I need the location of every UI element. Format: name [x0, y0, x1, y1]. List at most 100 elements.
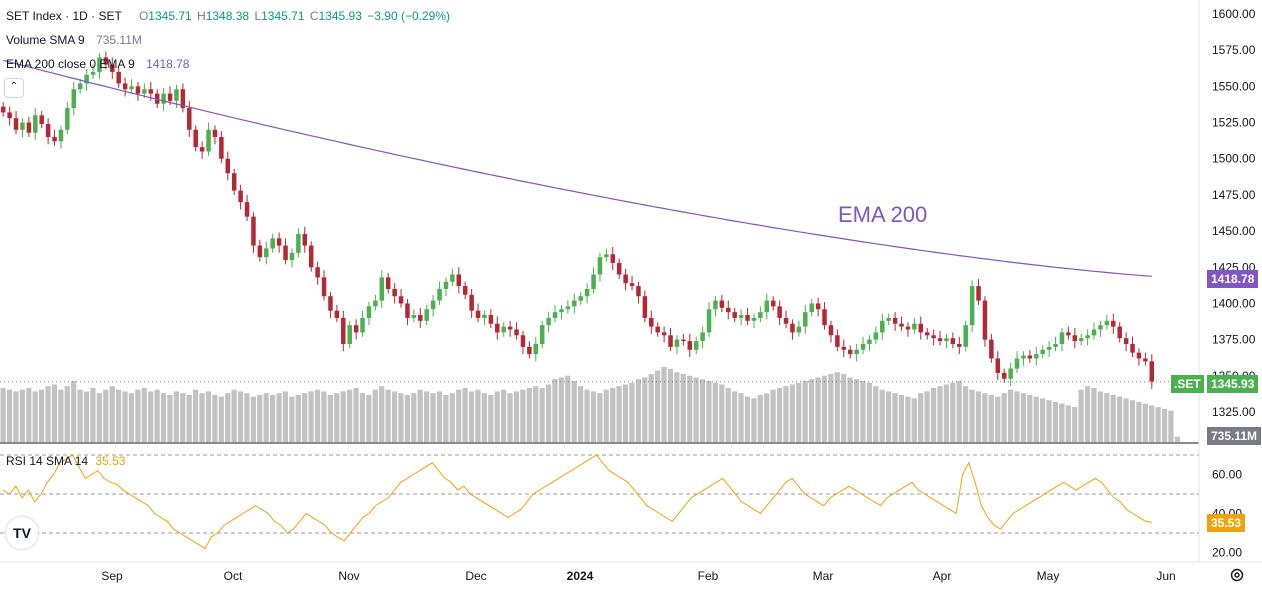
volume-bar: [116, 389, 122, 442]
rsi-legend-value: 35.53: [95, 454, 126, 468]
volume-bar: [1052, 401, 1059, 442]
volume-bar: [32, 391, 38, 442]
volume-bar: [205, 391, 212, 442]
candle-body: [539, 325, 545, 344]
candle-body: [905, 326, 911, 330]
candle-body: [1143, 358, 1148, 362]
volume-bar: [6, 389, 13, 442]
volume-bar: [770, 389, 776, 442]
volume-bar: [834, 372, 840, 442]
candle-body: [495, 323, 500, 333]
volume-bar: [411, 393, 417, 442]
change-value: −3.90 (−0.29%): [367, 9, 450, 23]
volume-bar: [103, 389, 109, 442]
volume-legend-name[interactable]: Volume SMA 9: [6, 33, 85, 47]
volume-bar: [584, 389, 590, 442]
candle-body: [950, 338, 956, 344]
symbol-legend[interactable]: SET Index · 1D · SET O1345.71 H1348.38 L…: [6, 9, 450, 23]
rsi-legend[interactable]: RSI 14 SMA 14 35.53: [6, 454, 125, 468]
candle-body: [148, 89, 154, 94]
candle-body: [341, 317, 346, 344]
ema-legend-name[interactable]: EMA 200 close 0 EMA 9: [6, 57, 135, 71]
volume-bar: [687, 375, 693, 442]
volume-bar: [1001, 393, 1007, 442]
time-axis[interactable]: Sep Oct Nov Dec 2024 Feb Mar Apr May Jun: [101, 569, 1175, 583]
price-axis[interactable]: 1325.001350.001375.001400.001425.001450.…: [1212, 7, 1256, 419]
volume-bar: [77, 389, 83, 442]
candle-body: [264, 248, 269, 258]
volume-bar: [1123, 398, 1129, 442]
volume-bar: [468, 391, 475, 442]
candle-body: [822, 309, 827, 326]
volume-bar: [841, 373, 847, 442]
volume-bar: [969, 389, 975, 442]
volume-bar: [898, 394, 905, 442]
volume-bar: [860, 380, 866, 442]
volume-bar: [751, 398, 757, 442]
open-label: O: [138, 9, 149, 23]
candle-body: [26, 122, 32, 133]
volume-bar: [501, 389, 507, 442]
volume-bar: [1168, 410, 1174, 442]
volume-bar: [475, 389, 481, 442]
candle-body: [1027, 355, 1033, 359]
volume-bar: [821, 375, 828, 442]
ema-legend[interactable]: EMA 200 close 0 EMA 9 1418.78: [6, 57, 189, 71]
volume-bar: [680, 373, 686, 442]
candle-body: [1066, 332, 1071, 336]
volume-bar: [327, 394, 333, 442]
price-tick-label: 1600.00: [1212, 7, 1256, 21]
volume-bar: [237, 391, 244, 442]
symbol-title[interactable]: SET Index · 1D · SET: [6, 9, 122, 23]
chevron-up-icon[interactable]: ⌃: [4, 78, 24, 98]
volume-bar: [308, 391, 314, 442]
candle-body: [167, 93, 173, 101]
last-price-tag: 1345.93: [1207, 375, 1259, 393]
candle-body: [488, 315, 494, 324]
tradingview-logo[interactable]: TV: [6, 517, 38, 549]
rsi-tag: 35.53: [1207, 514, 1246, 532]
candle-body: [231, 173, 237, 191]
rsi-legend-name[interactable]: RSI 14 SMA 14: [6, 454, 89, 468]
rsi-tick-label: 60.00: [1212, 468, 1242, 482]
volume-bar: [135, 389, 141, 442]
candle-body: [469, 294, 474, 311]
volume-bar: [160, 393, 167, 442]
volume-bar: [372, 389, 378, 442]
volume-bar: [597, 393, 603, 442]
candle-body: [77, 83, 83, 90]
candle-body: [629, 283, 635, 287]
time-tick-label: 2024: [567, 569, 594, 583]
volume-bar: [51, 384, 58, 442]
volume-bar: [533, 386, 539, 442]
volume-bar: [225, 393, 231, 442]
volume-bar: [282, 391, 289, 442]
gear-icon[interactable]: [1229, 567, 1245, 583]
candle-body: [103, 57, 109, 65]
candle-body: [90, 71, 96, 75]
volume-legend[interactable]: Volume SMA 9 735.11M: [6, 33, 142, 47]
candle-body: [110, 64, 115, 72]
volume-bar: [1091, 387, 1097, 442]
rsi-pane[interactable]: [0, 454, 1199, 534]
volume-bar: [783, 386, 789, 442]
volume-bar: [424, 391, 430, 442]
volume-bar: [276, 393, 282, 442]
volume-bar: [167, 394, 173, 442]
volume-bar: [937, 386, 943, 442]
candle-body: [777, 306, 782, 318]
candlesticks: [0, 51, 1155, 389]
volume-bar: [379, 386, 385, 442]
candle-body: [424, 309, 429, 321]
candle-body: [867, 339, 872, 344]
volume-bar: [1078, 389, 1084, 442]
candle-body: [373, 300, 378, 307]
candle-body: [39, 115, 44, 124]
volume-bar: [1155, 407, 1161, 442]
volume-bar: [764, 393, 770, 442]
candle-body: [514, 329, 519, 336]
volume-bar: [244, 393, 250, 442]
candle-body: [1123, 338, 1129, 344]
